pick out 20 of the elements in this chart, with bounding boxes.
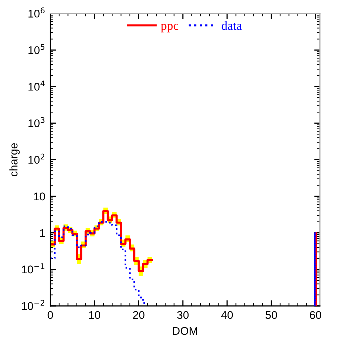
x-tick-label: 30 [177,311,189,320]
y-tick-label: 1 [40,229,46,238]
x-tick-label: 50 [266,311,278,320]
legend-label: ppc [161,24,179,33]
y-tick-label: 10$^{2}$ [28,154,45,164]
y-tick-label: 10$^{−1}$ [22,264,45,274]
y-tick-label: 10$^{4}$ [28,80,45,91]
y-tick-label: 10$^{5}$ [28,44,45,54]
x-tick-label: 20 [133,311,145,320]
y-tick-label: 10$^{6}$ [28,8,45,18]
y-tick-label: 10$^{3}$ [28,117,45,128]
x-tick-label: 10 [89,311,100,320]
x-tick-label: 40 [221,311,234,320]
x-tick-label: 60 [310,311,322,320]
legend-label: data [222,21,242,30]
y-tick-label: 10 [34,192,46,201]
x-tick-label: 0 [48,311,54,320]
y-axis-title: charge [10,143,20,176]
x-axis-title: DOM [173,327,198,336]
y-tick-label: 10$^{−2}$ [22,300,45,310]
